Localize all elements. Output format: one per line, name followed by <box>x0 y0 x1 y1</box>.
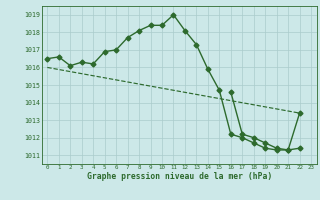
X-axis label: Graphe pression niveau de la mer (hPa): Graphe pression niveau de la mer (hPa) <box>87 172 272 181</box>
